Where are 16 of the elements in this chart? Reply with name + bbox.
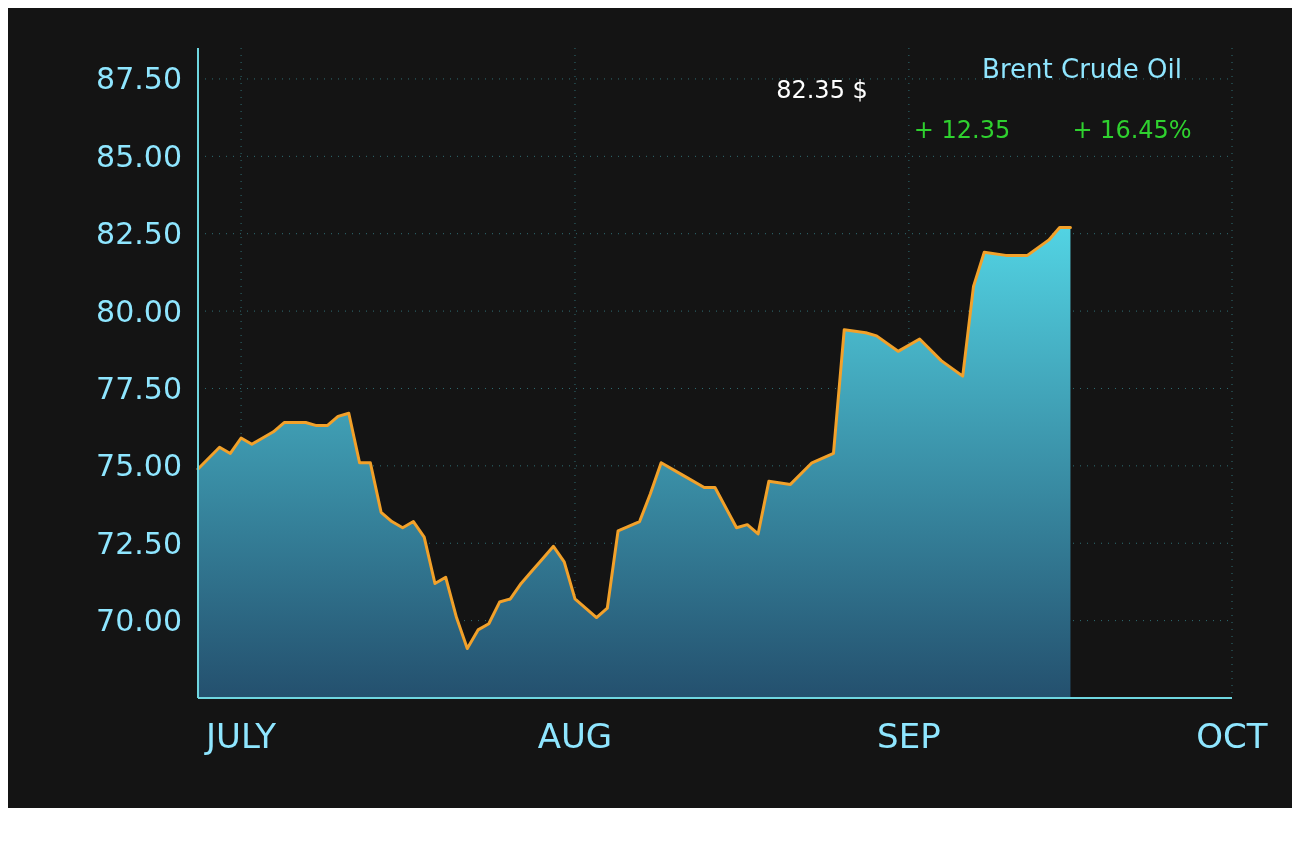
y-tick-label: 82.50 [96, 216, 182, 252]
y-tick-label: 70.00 [96, 603, 182, 639]
y-tick-label: 87.50 [96, 61, 182, 97]
y-tick-label: 72.50 [96, 525, 182, 561]
y-tick-label: 77.50 [96, 370, 182, 406]
x-tick-label: JULY [204, 716, 277, 756]
x-tick-label: SEP [877, 716, 941, 756]
annotation: + 12.35 [913, 116, 1011, 144]
y-tick-label: 80.00 [96, 293, 182, 329]
x-tick-label: OCT [1196, 716, 1268, 756]
y-tick-label: 85.00 [96, 138, 182, 174]
chart-title: Brent Crude Oil [982, 54, 1182, 84]
y-tick-label: 75.00 [96, 448, 182, 484]
x-tick-label: AUG [537, 716, 613, 756]
annotation: 82.35 $ [776, 76, 868, 104]
annotation: + 16.45% [1072, 116, 1192, 144]
